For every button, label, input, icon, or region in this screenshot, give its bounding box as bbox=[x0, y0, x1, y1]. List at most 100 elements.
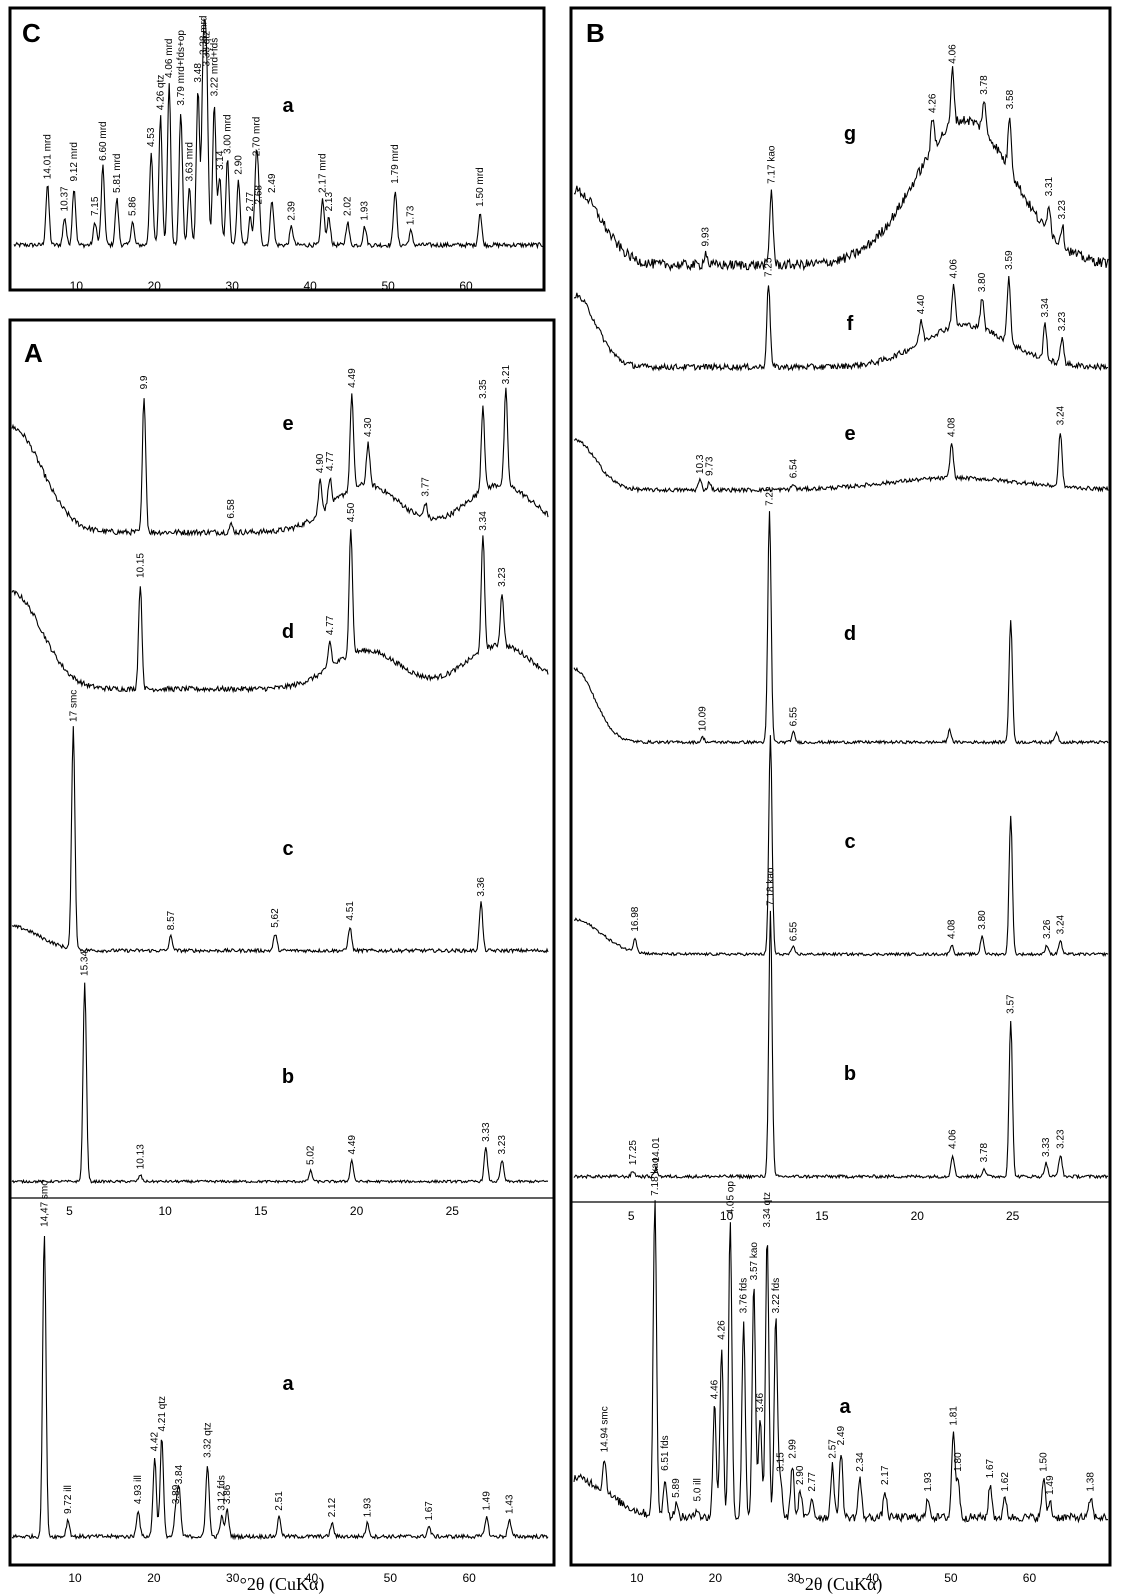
peak-label: 5,62 bbox=[270, 908, 281, 928]
tick-label: 60 bbox=[462, 1571, 476, 1585]
peak-label: 9.72 ill bbox=[63, 1485, 74, 1514]
trace-letter-b: b bbox=[844, 1063, 856, 1085]
peak-label: 3.57 kao bbox=[749, 1242, 760, 1281]
peak-label: 4.51 bbox=[345, 901, 356, 921]
peak-label: 4.46 bbox=[710, 1379, 721, 1399]
peak-label: 3.78 bbox=[979, 75, 990, 95]
trace-letter-d: d bbox=[844, 623, 856, 645]
peak-label: 3.12 fds bbox=[217, 1475, 228, 1511]
trace-letter-c: c bbox=[282, 838, 293, 860]
tick-label: 20 bbox=[709, 1571, 723, 1585]
trace-c-a bbox=[13, 18, 545, 250]
peak-label: 9.12 mrd bbox=[69, 142, 80, 181]
tick-label: 10 bbox=[158, 1204, 172, 1218]
trace-letter-f: f bbox=[847, 313, 854, 335]
peak-label: 4.49 bbox=[347, 1135, 358, 1155]
panel-c-frame bbox=[8, 6, 546, 292]
peak-label: 7.18 kao bbox=[765, 867, 776, 906]
peak-label: 3.23 bbox=[1055, 1129, 1066, 1149]
peak-label: 2.77 bbox=[807, 1472, 818, 1492]
peak-label: 2.12 bbox=[327, 1497, 338, 1517]
peak-label: 4.50 bbox=[346, 502, 357, 522]
tick-label: 20 bbox=[147, 1571, 161, 1585]
peak-label: 3.77 bbox=[421, 477, 432, 497]
tick-label: 5 bbox=[66, 1204, 73, 1218]
peak-label: 3.80 bbox=[977, 272, 988, 292]
peak-label: 7.17 kao bbox=[766, 145, 777, 184]
peak-label: 1.49 bbox=[482, 1491, 493, 1511]
peak-label: 4.77 bbox=[325, 451, 336, 471]
peak-label: 4.26 bbox=[927, 93, 938, 113]
peak-label: 15.34 bbox=[80, 950, 91, 975]
peak-label: 10.09 bbox=[698, 706, 709, 731]
peak-label: 14.01 mrd bbox=[43, 134, 54, 179]
tick-label: 40 bbox=[305, 1571, 319, 1585]
peak-label: 3.34 bbox=[478, 511, 489, 531]
peak-label: 1.81 bbox=[948, 1406, 959, 1426]
tick-label: 40 bbox=[866, 1571, 880, 1585]
peak-label: 2.99 bbox=[787, 1439, 798, 1459]
peak-label: 10.13 bbox=[135, 1144, 146, 1169]
peak-label: 3.48 bbox=[193, 63, 204, 83]
peak-label: 4.26 bbox=[717, 1320, 728, 1340]
tick-label: 20 bbox=[911, 1209, 925, 1223]
peak-label: 2.70 mrd bbox=[251, 117, 262, 156]
peak-label: 3.34 qtz bbox=[762, 1192, 773, 1228]
peak-label: 6.51 fds bbox=[660, 1435, 671, 1471]
peak-label: 3.00 mrd bbox=[223, 114, 234, 153]
trace-letter-g: g bbox=[844, 123, 856, 145]
tick-label: 5 bbox=[628, 1209, 635, 1223]
peak-label: 14.01 bbox=[651, 1137, 662, 1162]
trace-a-a bbox=[11, 1235, 549, 1541]
peak-label: 3.32 qtz bbox=[203, 1422, 214, 1458]
peak-label: 3.59 bbox=[1004, 250, 1015, 270]
peak-label: 17.25 bbox=[628, 1140, 639, 1165]
trace-a-b bbox=[11, 982, 549, 1185]
tick-label: 20 bbox=[350, 1204, 364, 1218]
peak-label: 4.40 bbox=[916, 294, 927, 314]
peak-label: 3.58 bbox=[1005, 89, 1016, 109]
peak-label: 9.93 bbox=[701, 227, 712, 247]
peak-label: 1.79 mrd bbox=[390, 144, 401, 183]
peak-label: 4.06 mrd bbox=[164, 39, 175, 78]
tick-label: 40 bbox=[303, 279, 317, 293]
panel-a-frame bbox=[8, 318, 556, 1567]
peak-label: 2.17 mrd bbox=[318, 153, 329, 192]
trace-letter-c: c bbox=[844, 831, 855, 853]
trace-letter-e: e bbox=[282, 413, 293, 435]
peak-label: 6.55 bbox=[788, 706, 799, 726]
peak-label: 4.42 bbox=[150, 1431, 161, 1451]
peak-label: 17 smc bbox=[68, 690, 79, 722]
peak-label: 3.34 bbox=[1040, 298, 1051, 318]
tick-label: 30 bbox=[787, 1571, 801, 1585]
peak-label: 4.77 bbox=[325, 615, 336, 635]
peak-label: 3.24 bbox=[1055, 405, 1066, 425]
peak-label: 1.93 bbox=[923, 1472, 934, 1492]
peak-label: 3.31 bbox=[1044, 177, 1055, 197]
peak-label: 6.54 bbox=[788, 458, 799, 478]
peak-label: 2.68 bbox=[254, 185, 265, 205]
peak-label: 5.02 bbox=[306, 1145, 317, 1165]
peak-label: 1.50 bbox=[1039, 1452, 1050, 1472]
peak-label: 3.26 bbox=[1042, 919, 1053, 939]
peak-label: 1.73 bbox=[406, 205, 417, 225]
peak-label: 4.06 bbox=[948, 259, 959, 279]
peak-label: 3.79 mrd+fds+op bbox=[176, 30, 187, 106]
tick-label: 15 bbox=[254, 1204, 268, 1218]
peak-label: 4.08 bbox=[947, 919, 958, 939]
peak-label: 3.86 bbox=[222, 1484, 233, 1504]
tick-label: 25 bbox=[1006, 1209, 1020, 1223]
peak-label: 3.23 bbox=[497, 567, 508, 587]
peak-label: 2.17 bbox=[880, 1465, 891, 1485]
peak-label: 1.38 bbox=[1086, 1472, 1097, 1492]
peak-label: 16.98 bbox=[630, 906, 641, 931]
peak-label: 1.50 mrd bbox=[475, 167, 486, 206]
peak-label: 2.49 bbox=[836, 1425, 847, 1445]
peak-label: 6.60 mrd bbox=[98, 121, 109, 160]
peak-label: 3.46 bbox=[755, 1392, 766, 1412]
tick-label: 20 bbox=[148, 279, 162, 293]
trace-letter-a: a bbox=[282, 1373, 294, 1395]
peak-label: 3.35 bbox=[478, 379, 489, 399]
trace-letter-a: a bbox=[839, 1396, 851, 1418]
